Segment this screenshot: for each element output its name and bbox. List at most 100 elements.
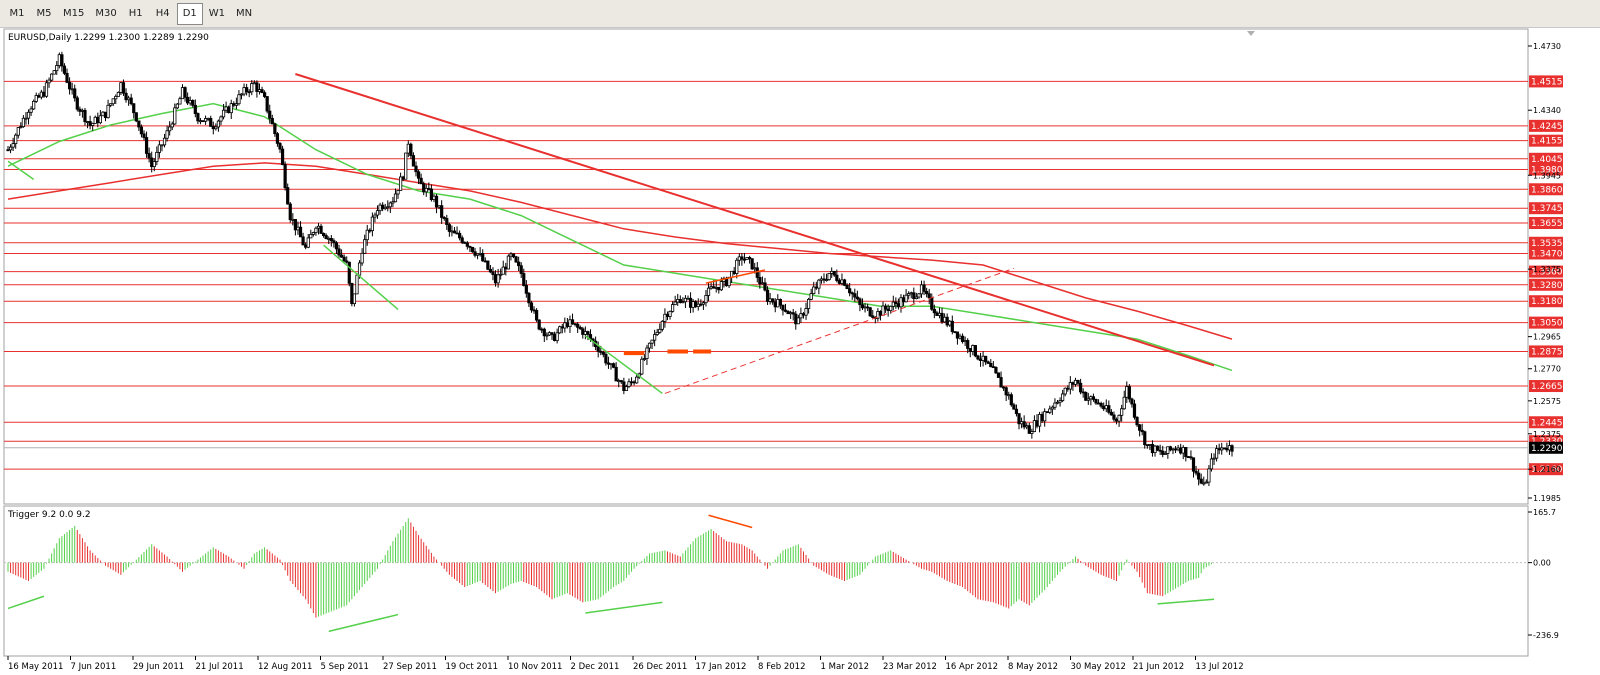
candle-body <box>804 308 808 316</box>
candle-body <box>85 121 90 123</box>
timeframe-button-d1[interactable]: D1 <box>176 2 203 25</box>
candle-body <box>701 302 705 305</box>
candle-body <box>1122 396 1126 410</box>
candle-body <box>458 232 462 239</box>
candle-body <box>904 294 908 303</box>
candle-body <box>19 126 23 129</box>
candle-body <box>1120 408 1124 416</box>
candle-body <box>655 331 659 335</box>
hline-label: 1.3655 <box>1531 219 1563 229</box>
candle-body <box>524 285 528 294</box>
timeframe-button-mn[interactable]: MN <box>235 8 253 19</box>
chart-shift-marker[interactable] <box>1247 31 1255 36</box>
hline-label-bg <box>1529 380 1563 393</box>
candle-body <box>496 274 500 284</box>
candle-body <box>329 238 333 242</box>
timeframe-button-m1[interactable]: M1 <box>9 8 25 19</box>
candle-body <box>1061 393 1065 401</box>
candle-body <box>1079 382 1083 393</box>
candle-body <box>909 292 913 295</box>
candle-body <box>147 153 151 159</box>
candle-body <box>270 117 274 125</box>
hline-label: 1.3280 <box>1531 281 1563 291</box>
candle-body <box>801 313 806 316</box>
timeframe-button-m30[interactable]: M30 <box>95 8 117 19</box>
candle-body <box>632 381 636 384</box>
candle-body <box>1202 482 1206 485</box>
divergence-line <box>1157 598 1215 605</box>
hline-label: 1.3535 <box>1531 239 1563 249</box>
candle-body <box>332 240 336 244</box>
candle-body <box>1132 403 1137 418</box>
candle-body <box>221 109 226 118</box>
date-label: 8 May 2012 <box>1008 662 1058 672</box>
candle-body <box>419 177 423 185</box>
date-label: 1 Mar 2012 <box>821 662 869 672</box>
date-label: 19 Oct 2011 <box>446 662 499 672</box>
candle-body <box>352 293 357 305</box>
candle-body <box>627 381 631 387</box>
candle-body <box>29 108 33 113</box>
candle-body <box>830 270 834 274</box>
date-label: 5 Sep 2011 <box>321 662 369 672</box>
candle-body <box>429 188 433 200</box>
chart-area[interactable]: 165.7 0.00 -236.9 1.4515 1.4245 1.4155 1.4045… <box>0 28 1600 675</box>
candle-body <box>647 342 652 349</box>
candle-body <box>937 312 942 316</box>
candle-body <box>558 326 562 334</box>
candle-body <box>162 137 167 146</box>
candle-body <box>1037 414 1042 427</box>
candle-body <box>165 130 169 139</box>
candle-body <box>837 280 841 284</box>
hline-label-bg <box>1529 265 1563 278</box>
candle-body <box>596 346 600 352</box>
candle-body <box>650 339 654 344</box>
candle-body <box>1017 413 1021 425</box>
candle-body <box>14 134 18 145</box>
candle-body <box>347 261 351 284</box>
candle-body <box>1220 447 1224 451</box>
candle-body <box>660 320 664 330</box>
candle-body <box>388 202 392 208</box>
candle-body <box>1209 458 1214 470</box>
hline-label-bg <box>1529 236 1563 249</box>
symbol-label: EURUSD,Daily 1.2299 1.2300 1.2289 1.2290 <box>8 33 209 43</box>
candle-body <box>21 117 25 128</box>
candle-body <box>1171 448 1175 451</box>
candle-body <box>891 301 895 307</box>
divergence-line <box>7 595 45 610</box>
candle-body <box>37 95 41 98</box>
timeframe-button-h1[interactable]: H1 <box>128 8 143 19</box>
date-label: 10 Nov 2011 <box>508 662 562 672</box>
candle-body <box>229 103 233 114</box>
timeframe-button-m15[interactable]: M15 <box>63 8 85 19</box>
candle-body <box>1030 431 1034 434</box>
candle-body <box>1130 398 1134 405</box>
candle-body <box>60 54 64 67</box>
candle-body <box>152 161 156 168</box>
candle-body <box>1163 453 1167 455</box>
timeframe-button-m5[interactable]: M5 <box>36 8 52 19</box>
candle-body <box>116 92 120 97</box>
candle-body <box>991 366 995 369</box>
timeframe-button-h4[interactable]: H4 <box>155 8 170 19</box>
candle-body <box>383 206 387 210</box>
candle-body <box>434 195 439 208</box>
timeframe-button-w1[interactable]: W1 <box>208 8 225 19</box>
candle-body <box>794 313 798 325</box>
candle-body <box>765 289 770 302</box>
candle-body <box>1032 420 1037 432</box>
trendlines <box>7 73 1215 395</box>
candle-body <box>73 88 77 99</box>
candle-body <box>399 176 403 191</box>
hline-label-bg <box>1529 316 1563 329</box>
indicator-tick-label: 0.00 <box>1533 559 1551 568</box>
candle-body <box>814 286 818 289</box>
indicator-tick-label: 165.7 <box>1533 508 1556 517</box>
candle-body <box>606 362 611 365</box>
candle-body <box>973 345 977 357</box>
candle-body <box>645 347 649 359</box>
candle-body <box>812 286 816 294</box>
candle-body <box>832 270 836 276</box>
